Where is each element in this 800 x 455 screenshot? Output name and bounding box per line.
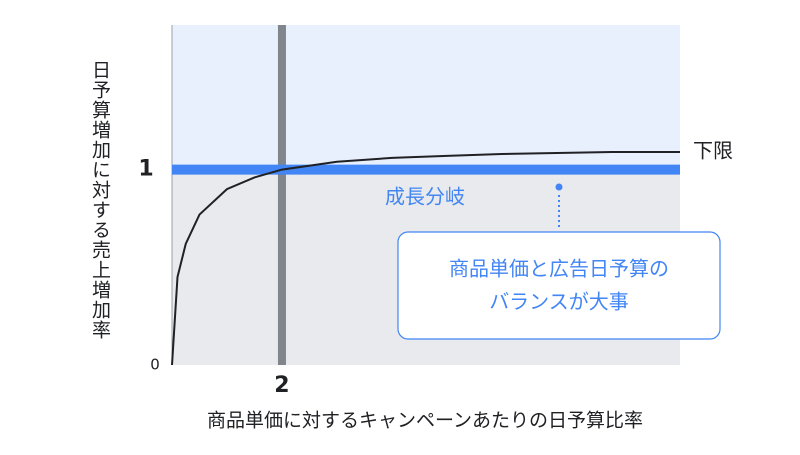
curve xyxy=(171,151,680,366)
x-axis-label: 商品単価に対するキャンペーンあたりの日予算比率 xyxy=(207,410,643,432)
callout-dot xyxy=(555,183,563,191)
threshold-label: 成長分岐 xyxy=(385,185,465,209)
y-tick-label: 0 xyxy=(150,356,160,374)
y-axis-label: 日予算増加に対する売上増加率 xyxy=(89,60,111,340)
callout-box xyxy=(397,231,721,340)
region-above xyxy=(172,25,680,170)
callout-text: バランスが大事 xyxy=(489,290,629,314)
callout-text: 商品単価と広告日予算の xyxy=(449,257,669,281)
x-tick-label: 2 xyxy=(274,373,289,398)
legend-label: 下限 xyxy=(693,139,733,163)
y-tick-label: 1 xyxy=(138,157,153,182)
